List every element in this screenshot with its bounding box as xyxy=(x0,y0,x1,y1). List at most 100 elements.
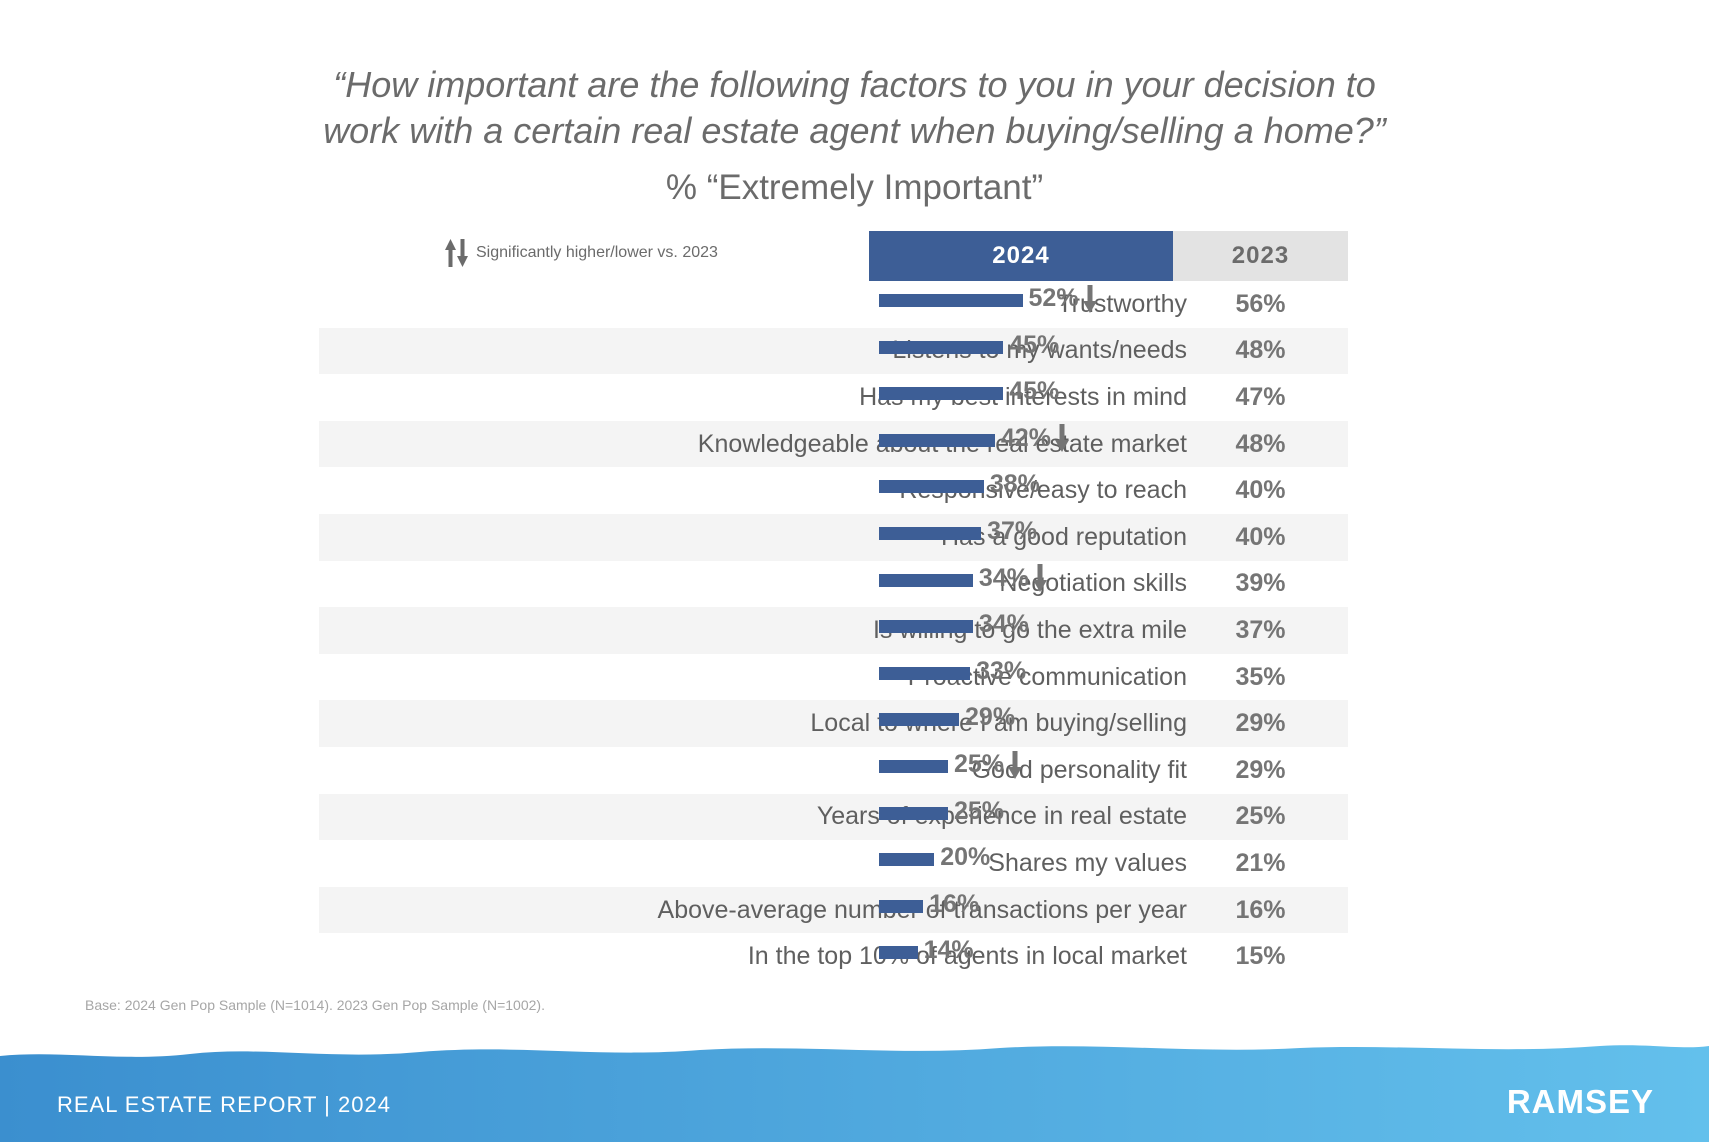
chart-row: Has my best interests in mind 45% 47% xyxy=(319,374,1348,421)
value-2023: 40% xyxy=(1235,476,1286,505)
category-label: In the top 10% of agents in local market xyxy=(747,942,1187,971)
value-2023: 35% xyxy=(1235,662,1286,691)
bar-2024 xyxy=(879,806,948,820)
bar-value-2024: 52% xyxy=(1029,284,1097,313)
bar-value-label: 45% xyxy=(1009,330,1060,359)
legend-arrows xyxy=(445,239,468,267)
value-2023: 47% xyxy=(1235,382,1286,411)
chart-title: “How important are the following factors… xyxy=(0,62,1709,154)
bar-2024 xyxy=(879,340,1004,354)
chart-row: Knowledgeable about the real estate mark… xyxy=(319,420,1348,468)
chart-row: Good personality fit 25% 29% xyxy=(319,747,1348,794)
chart-row: Responsive/easy to reach 38% 40% xyxy=(319,467,1348,514)
significance-legend: Significantly higher/lower vs. 2023 xyxy=(445,238,718,268)
chart-row: Shares my values 20% 21% xyxy=(319,840,1348,887)
chart-subtitle: % “Extremely Important” xyxy=(665,168,1044,207)
bar-value-label: 37% xyxy=(987,517,1038,545)
bar-value-2024: 14% xyxy=(924,936,974,965)
category-label: Trustworthy xyxy=(1057,289,1187,318)
value-2023: 37% xyxy=(1235,615,1286,644)
chart-title-line-2: work with a certain real estate agent wh… xyxy=(323,110,1386,151)
bar-value-2024: 42% xyxy=(1001,424,1069,453)
arrow-down-icon xyxy=(1054,424,1069,453)
value-2023: 39% xyxy=(1235,569,1286,598)
footnote: Base: 2024 Gen Pop Sample (N=1014). 2023… xyxy=(85,997,545,1013)
ramsey-logo: RAMSEY xyxy=(1506,1083,1654,1120)
chart-row: Negotiation skills 34% 39% xyxy=(319,561,1348,608)
bar-2024 xyxy=(879,294,1023,307)
bar-2024 xyxy=(879,527,982,540)
chart-row: Local to where I am buying/selling 29% 29% xyxy=(319,700,1348,747)
bar-value-2024: 25% xyxy=(954,797,1004,826)
value-2023: 40% xyxy=(1235,522,1286,551)
value-2023: 21% xyxy=(1235,848,1286,877)
column-header-2024: 2024 xyxy=(869,231,1173,281)
bar-value-2024: 45% xyxy=(1009,377,1059,406)
bar-value-2024: 20% xyxy=(940,843,990,872)
value-2023: 29% xyxy=(1235,709,1286,738)
chart-title-line-1: “How important are the following factors… xyxy=(333,64,1376,105)
bar-2024 xyxy=(879,760,948,773)
bar-value-2024: 45% xyxy=(1009,331,1059,360)
bar-2024 xyxy=(879,946,918,960)
value-2023: 15% xyxy=(1235,942,1286,971)
chart-row: In the top 10% of agents in local market… xyxy=(319,933,1348,980)
bar-value-label: 38% xyxy=(989,470,1040,499)
bar-value-label: 34% xyxy=(978,610,1029,639)
bar-value-label: 34% xyxy=(978,563,1029,592)
bar-value-label: 29% xyxy=(965,703,1016,732)
bar-2024 xyxy=(879,666,971,680)
footer-report-label: REAL ESTATE REPORT | 2024 xyxy=(57,1092,391,1117)
category-label: Good personality fit xyxy=(971,755,1187,784)
bar-value-label: 33% xyxy=(976,656,1027,685)
chart-row: Has a good reputation 37% 40% xyxy=(319,514,1348,561)
bar-value-2024: 16% xyxy=(929,890,979,919)
value-2023: 48% xyxy=(1235,429,1286,458)
bar-value-label: 20% xyxy=(940,843,991,872)
bar-value-2024: 37% xyxy=(987,517,1037,546)
arrow-down-icon xyxy=(1008,750,1023,779)
category-label: Years of experience in real estate xyxy=(816,802,1187,831)
footer-band xyxy=(0,1045,1709,1142)
chart-row: Above-average number of transactions per… xyxy=(319,886,1348,934)
bar-value-2024: 33% xyxy=(976,657,1026,686)
category-label: Has a good reputation xyxy=(940,522,1187,551)
arrow-up-icon xyxy=(445,239,456,267)
bar-value-label: 14% xyxy=(923,936,974,965)
bar-2024 xyxy=(879,480,984,494)
category-label: Local to where I am buying/selling xyxy=(810,709,1187,738)
bar-2024 xyxy=(879,573,973,587)
bar-value-2024: 34% xyxy=(979,564,1047,593)
bar-2024 xyxy=(879,620,973,634)
bar-value-2024: 38% xyxy=(990,470,1040,499)
chart-row: Proactive communication 33% 35% xyxy=(319,654,1348,701)
category-label: Shares my values xyxy=(988,848,1187,877)
arrow-down-icon xyxy=(1032,564,1047,593)
chart-row: Years of experience in real estate 25% 25% xyxy=(319,793,1348,841)
value-2023: 29% xyxy=(1235,755,1286,784)
arrow-down-icon xyxy=(1082,284,1097,313)
bar-value-label: 25% xyxy=(954,750,1005,778)
column-header-2023: 2023 xyxy=(1173,231,1348,281)
chart-row: Is willing to go the extra mile 34% 37% xyxy=(319,607,1348,654)
bar-2024 xyxy=(879,433,995,447)
value-2023: 16% xyxy=(1235,895,1286,924)
category-label: Negotiation skills xyxy=(999,569,1187,598)
legend-note-text: Significantly higher/lower vs. 2023 xyxy=(476,244,718,261)
bar-value-label: 42% xyxy=(1000,423,1051,452)
chart-row: Trustworthy 52% 56% xyxy=(319,281,1348,328)
value-2023: 25% xyxy=(1235,802,1286,831)
bar-2024 xyxy=(879,899,924,913)
bar-value-label: 45% xyxy=(1009,377,1060,406)
bar-value-2024: 25% xyxy=(954,750,1023,779)
bar-2024 xyxy=(879,853,935,867)
bar-value-2024: 29% xyxy=(965,703,1015,732)
arrow-down-icon xyxy=(457,239,468,267)
bar-value-2024: 34% xyxy=(979,610,1029,639)
bar-value-label: 52% xyxy=(1028,284,1079,312)
bar-2024 xyxy=(879,713,960,727)
bar-value-label: 25% xyxy=(954,796,1005,825)
chart-row: Listens to my wants/needs 45% 48% xyxy=(319,327,1348,375)
bar-2024 xyxy=(879,387,1004,401)
value-2023: 56% xyxy=(1235,289,1286,318)
